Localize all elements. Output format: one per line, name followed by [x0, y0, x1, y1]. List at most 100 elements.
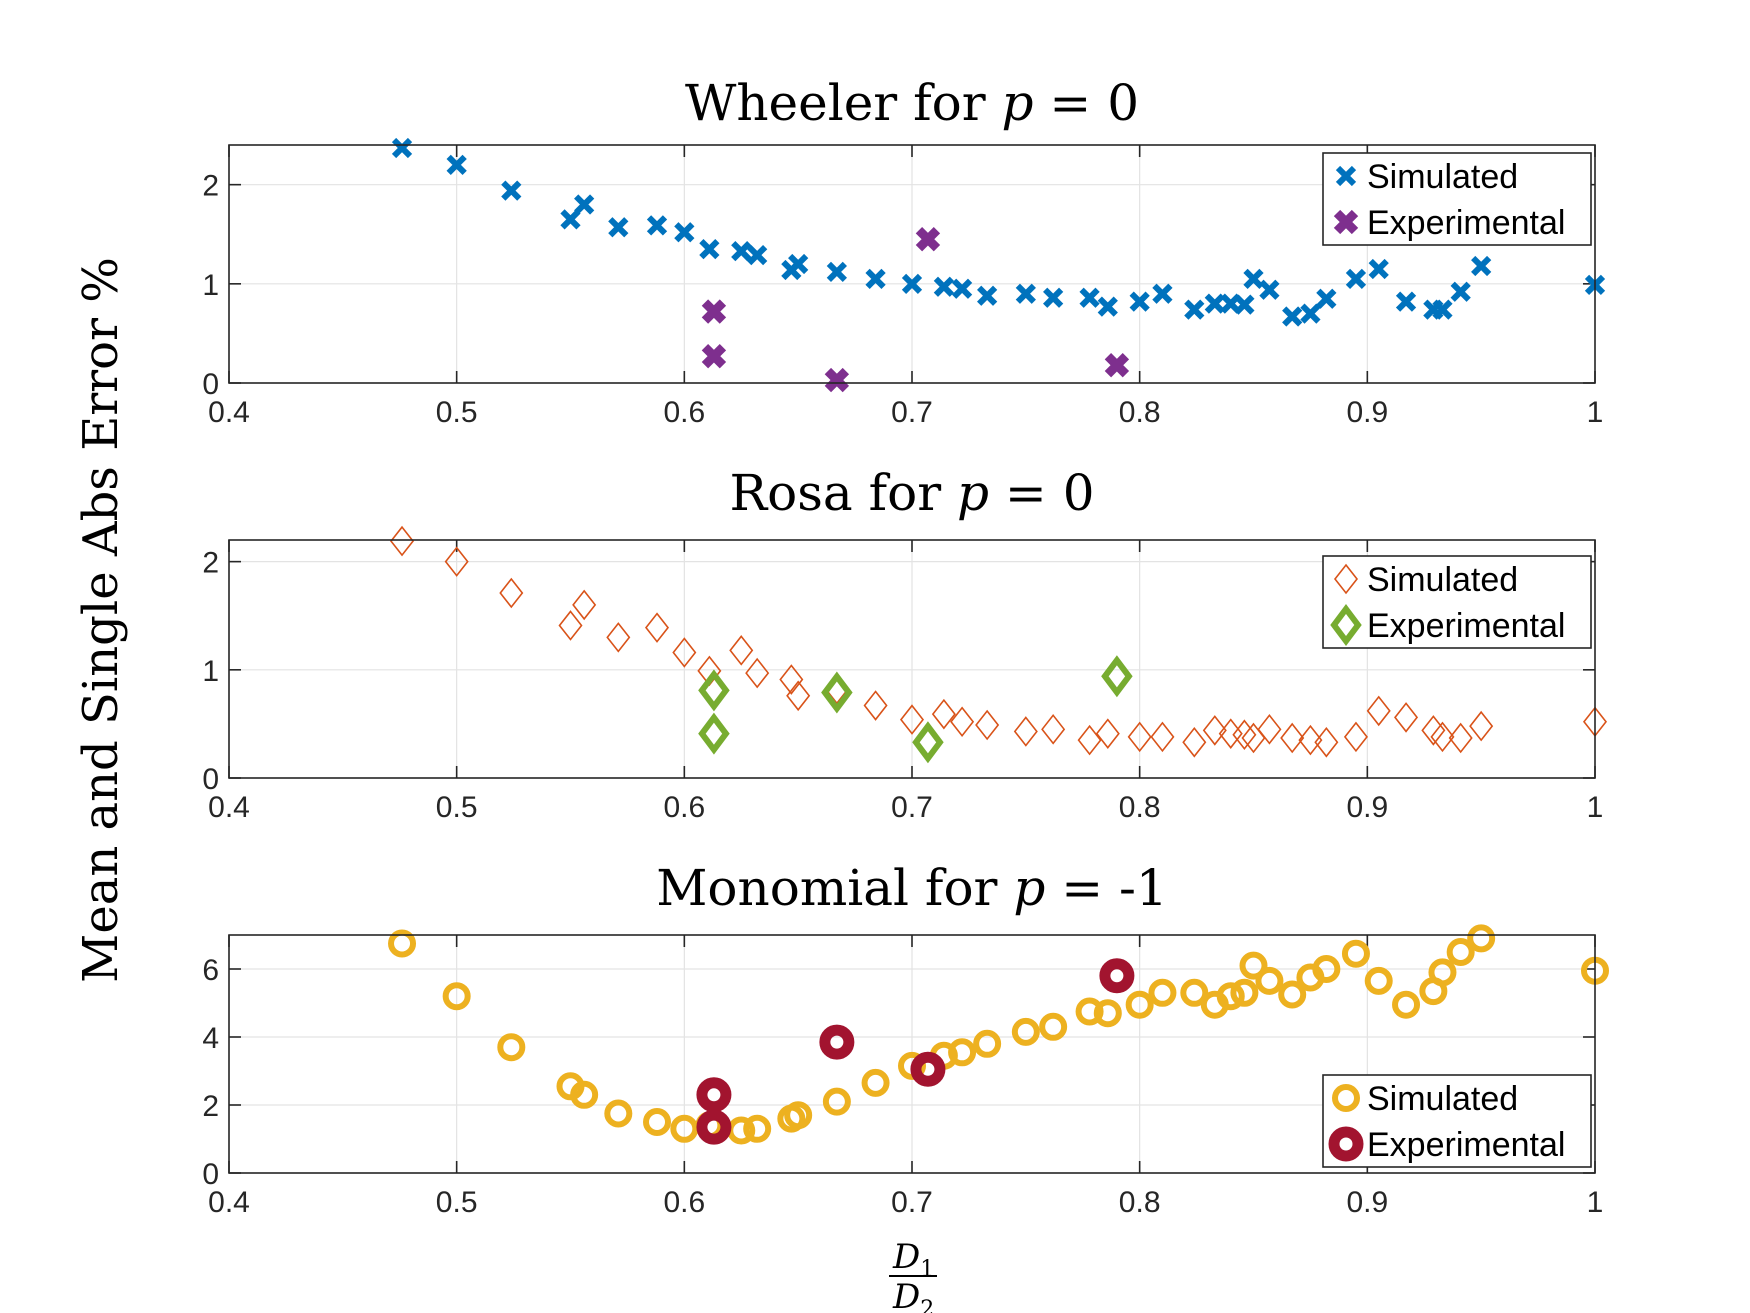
- legend-marker-experimental: [1330, 604, 1362, 646]
- series-experimental: [696, 958, 1135, 1145]
- data-point-simulated: [975, 709, 1000, 741]
- data-point-simulated: [558, 610, 583, 641]
- data-point-simulated: [1312, 955, 1341, 983]
- legend-box: [1322, 1074, 1592, 1168]
- data-point-simulated: [670, 1114, 699, 1143]
- data-point-simulated: [390, 525, 415, 557]
- y-tick-label: 0: [202, 1158, 219, 1191]
- data-point-simulated: [743, 1114, 772, 1143]
- y-tick-label: 0: [202, 368, 219, 401]
- x-tick-label: 0.9: [1346, 791, 1388, 824]
- x-tick-label: 0.4: [208, 791, 250, 824]
- subplot-monomial: Monomial for p = -1 0.4 0.5 0.6 0.7 0.8 0.9 10…: [202, 859, 1609, 1219]
- data-points: [390, 525, 1608, 764]
- data-point-experimental: [821, 671, 853, 714]
- data-point-experimental: [819, 1024, 855, 1060]
- data-point-experimental: [698, 669, 730, 712]
- x-tick-label: 0.5: [436, 396, 478, 429]
- series-simulated: [388, 924, 1609, 1145]
- tick-labels: 0.4 0.5 0.6 0.7 0.8 0.9 1 0 1 2: [202, 145, 1603, 429]
- data-point-simulated: [788, 253, 809, 275]
- data-point-simulated: [1243, 268, 1264, 289]
- data-point-experimental: [1104, 352, 1130, 378]
- x-label-denominator: D2: [892, 1277, 934, 1313]
- data-point-simulated: [699, 239, 720, 260]
- data-point-simulated: [1257, 714, 1282, 745]
- x-tick-label: 0.6: [663, 1186, 705, 1219]
- data-point-simulated: [822, 1087, 851, 1116]
- data-point-simulated: [1394, 702, 1419, 733]
- y-tick-label: 0: [202, 763, 219, 796]
- data-point-experimental: [912, 721, 944, 764]
- subplot-title: Monomial for p = -1: [656, 859, 1168, 917]
- legend: Simulated Experimental: [1322, 1074, 1592, 1168]
- axes-box: [228, 539, 1596, 779]
- data-point-simulated: [1446, 938, 1475, 966]
- data-point-simulated: [606, 622, 631, 653]
- data-point-simulated: [784, 1101, 813, 1130]
- series-experimental: [701, 227, 1130, 393]
- data-point-simulated: [1471, 255, 1492, 277]
- x-tick-label: 0.7: [891, 396, 933, 429]
- data-point-simulated: [572, 589, 597, 621]
- legend-label-simulated: Simulated: [1367, 561, 1518, 599]
- x-tick-label: 0.5: [436, 1186, 478, 1219]
- x-tick-label: 0.8: [1119, 791, 1161, 824]
- data-point-simulated: [499, 577, 524, 609]
- data-point-experimental: [1101, 655, 1133, 698]
- data-point-simulated: [672, 637, 697, 668]
- data-point-simulated: [747, 244, 768, 266]
- legend-box: [1322, 555, 1592, 649]
- data-point-experimental: [696, 1077, 732, 1113]
- legend-label-simulated: Simulated: [1367, 158, 1518, 196]
- subplot-rosa: Rosa for p = 0 0.4 0.5 0.6 0.7 0.8 0.9 1 0 1 2 Si…: [202, 464, 1608, 824]
- data-point-simulated: [1202, 715, 1227, 746]
- data-point-simulated: [1345, 268, 1367, 289]
- data-point-simulated: [1314, 727, 1339, 758]
- data-points: [391, 137, 1606, 393]
- data-point-simulated: [1234, 294, 1255, 315]
- data-point-simulated: [674, 222, 695, 243]
- data-point-simulated: [1075, 997, 1104, 1026]
- data-point-experimental: [915, 227, 941, 252]
- data-point-simulated: [1011, 1017, 1040, 1046]
- data-point-simulated: [644, 612, 670, 643]
- y-tick-label: 1: [202, 269, 219, 302]
- x-tick-label: 1: [1587, 791, 1604, 824]
- data-point-simulated: [1015, 283, 1036, 304]
- legend-marker-experimental: [1328, 1126, 1364, 1162]
- data-point-simulated: [1448, 722, 1473, 754]
- data-point-simulated: [1182, 727, 1207, 758]
- data-point-experimental: [701, 299, 727, 324]
- data-point-simulated: [442, 982, 471, 1011]
- data-point-simulated: [1093, 999, 1122, 1028]
- legend-label-experimental: Experimental: [1367, 607, 1565, 645]
- data-point-simulated: [951, 278, 973, 299]
- legend-marker-simulated: [1333, 563, 1359, 595]
- data-point-simulated: [1368, 258, 1389, 280]
- legend: Simulated Experimental: [1322, 152, 1592, 246]
- data-point-simulated: [1280, 722, 1305, 754]
- data-point-simulated: [570, 1080, 599, 1109]
- data-point-simulated: [1239, 951, 1268, 980]
- data-point-simulated: [1364, 966, 1393, 995]
- data-point-simulated: [729, 635, 754, 666]
- data-point-simulated: [1278, 980, 1307, 1009]
- data-point-simulated: [899, 704, 925, 735]
- x-tick-label: 0.5: [436, 791, 478, 824]
- data-point-simulated: [501, 180, 522, 201]
- data-point-simulated: [977, 285, 998, 306]
- data-point-simulated: [1152, 283, 1173, 304]
- data-point-simulated: [1432, 299, 1453, 320]
- data-point-simulated: [1298, 724, 1323, 756]
- y-tick-label: 6: [202, 954, 219, 987]
- data-point-simulated: [745, 657, 770, 689]
- x-tick-label: 0.7: [891, 791, 933, 824]
- data-point-simulated: [1216, 982, 1245, 1011]
- data-point-simulated: [1428, 958, 1457, 987]
- subplot-wheeler: Wheeler for p = 0 0.4 0.5 0.6 0.7 0.8 0.9 1 0 1 2…: [202, 74, 1606, 429]
- legend-box: [1322, 152, 1592, 246]
- data-point-simulated: [1366, 695, 1391, 727]
- axes-box: [228, 934, 1596, 1174]
